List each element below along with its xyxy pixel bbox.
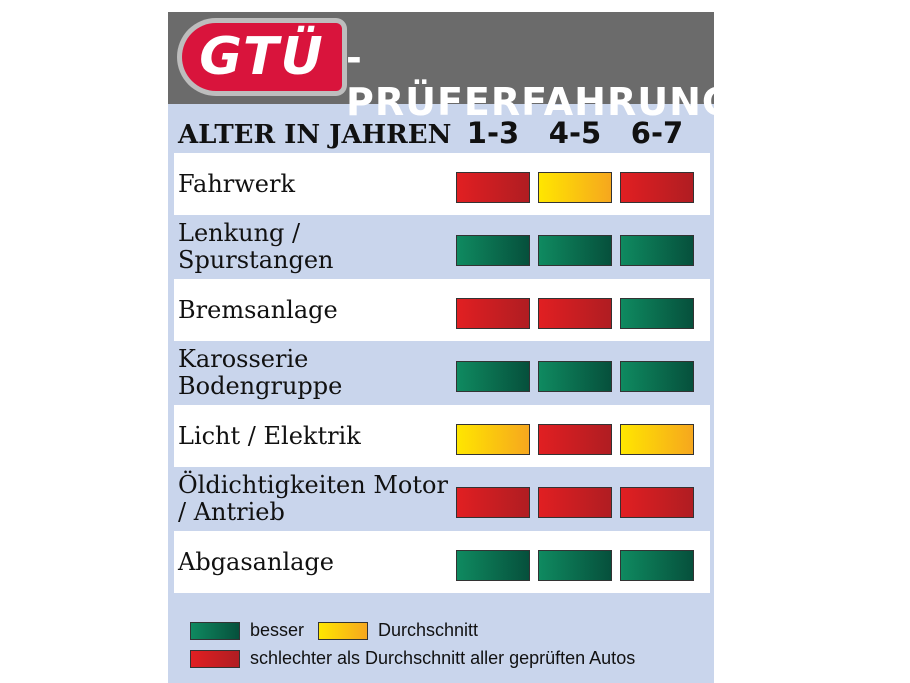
legend-swatch-green xyxy=(190,622,240,640)
rating-cell-red xyxy=(538,298,612,329)
infographic-panel: GTÜ -PRÜFERFAHRUNG ALTER IN JAHREN 1-3 4… xyxy=(168,12,733,683)
age-label: ALTER IN JAHREN xyxy=(178,120,452,150)
rating-cell-red xyxy=(456,487,530,518)
rating-cell-yellow xyxy=(620,424,694,455)
table-row: Licht / Elektrik xyxy=(174,405,710,467)
age-col-1: 1-3 xyxy=(466,116,520,150)
table-row: Lenkung / Spurstangen xyxy=(174,216,710,278)
row-label: Bremsanlage xyxy=(178,295,338,324)
legend-label-red: schlechter als Durchschnitt aller geprüf… xyxy=(250,648,636,668)
table-row: Abgasanlage xyxy=(174,531,710,593)
legend-label-yellow: Durchschnitt xyxy=(378,620,479,640)
age-col-3: 6-7 xyxy=(630,116,684,150)
legend-label-green: besser xyxy=(250,620,305,640)
rating-cell-yellow xyxy=(456,424,530,455)
header-title: -PRÜFERFAHRUNG xyxy=(346,36,735,124)
row-label: Lenkung / Spurstangen xyxy=(178,219,334,274)
rating-cell-green xyxy=(620,235,694,266)
rating-cell-red xyxy=(538,424,612,455)
legend: besser Durchschnitt schlechter als Durch… xyxy=(168,610,714,683)
rating-cell-green xyxy=(456,235,530,266)
rating-cell-red xyxy=(538,487,612,518)
rating-cell-green xyxy=(620,298,694,329)
table-row: Karosserie Bodengruppe xyxy=(174,342,710,404)
rating-cell-green xyxy=(538,361,612,392)
rating-cell-green xyxy=(620,550,694,581)
rating-cell-green xyxy=(538,550,612,581)
gtu-logo: GTÜ xyxy=(182,23,342,91)
table-row: Fahrwerk xyxy=(174,153,710,215)
rating-cell-red xyxy=(620,487,694,518)
age-col-2: 4-5 xyxy=(548,116,602,150)
table-row: Bremsanlage xyxy=(174,279,710,341)
row-label: Licht / Elektrik xyxy=(178,421,361,450)
row-label: Abgasanlage xyxy=(178,547,334,576)
table-row: Öldichtigkeiten Motor / Antrieb xyxy=(174,468,710,530)
rating-cell-red xyxy=(620,172,694,203)
row-label: Fahrwerk xyxy=(178,169,296,198)
rating-cell-red xyxy=(456,298,530,329)
row-label: Öldichtigkeiten Motor / Antrieb xyxy=(178,471,448,526)
rating-cell-green xyxy=(456,361,530,392)
logo-text: GTÜ xyxy=(199,27,325,87)
rating-cell-yellow xyxy=(538,172,612,203)
rating-cell-red xyxy=(456,172,530,203)
legend-swatch-yellow xyxy=(318,622,368,640)
rating-cell-green xyxy=(456,550,530,581)
legend-swatch-red xyxy=(190,650,240,668)
header-bar: GTÜ -PRÜFERFAHRUNG xyxy=(168,12,733,124)
column-header: ALTER IN JAHREN 1-3 4-5 6-7 xyxy=(168,116,714,152)
rating-cell-green xyxy=(620,361,694,392)
row-label: Karosserie Bodengruppe xyxy=(178,345,343,400)
rating-cell-green xyxy=(538,235,612,266)
